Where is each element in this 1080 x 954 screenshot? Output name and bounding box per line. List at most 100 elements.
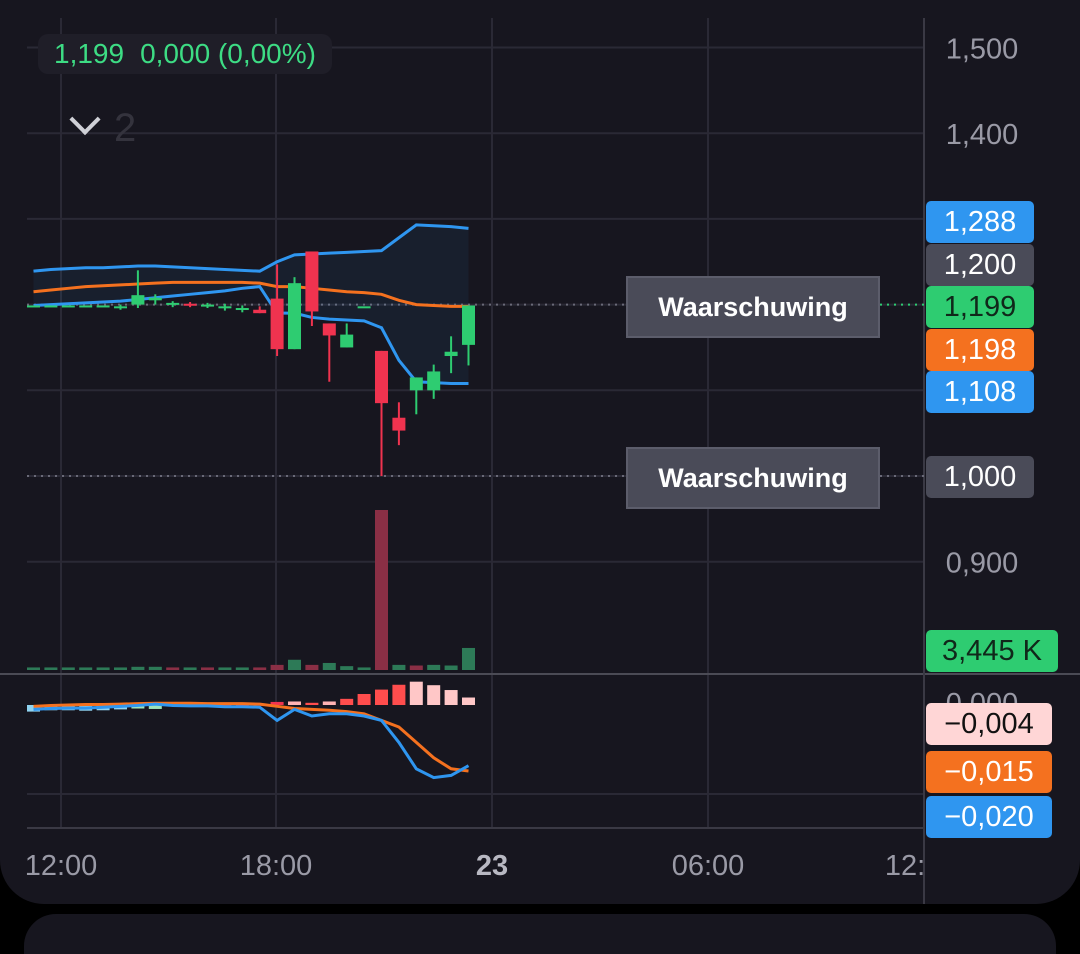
- price-tick-label: 0,900: [946, 548, 1019, 580]
- candle-body: [288, 283, 301, 350]
- time-tick-label: 23: [476, 850, 508, 882]
- candle-body: [375, 350, 388, 404]
- candle: [131, 270, 145, 309]
- macd-signal-line: [33, 701, 469, 773]
- macd-histogram-bar: [270, 701, 284, 705]
- macd-histogram-bar: [444, 690, 458, 705]
- volume-bar: [148, 666, 162, 670]
- volume-bar: [270, 664, 284, 670]
- macd-histogram-bar: [427, 685, 441, 705]
- candle-body: [183, 303, 197, 306]
- candle: [183, 302, 197, 308]
- candle: [375, 350, 388, 476]
- badge-last-price: 1,199: [926, 286, 1034, 328]
- volume-bar: [305, 664, 319, 670]
- badge-alert-low: 1,000: [926, 456, 1034, 498]
- time-tick-label: 12:00: [25, 850, 98, 882]
- bollinger-upper-line: [33, 223, 469, 273]
- candle: [427, 364, 441, 399]
- macd-histogram-bar: [305, 702, 319, 705]
- volume-bar: [427, 664, 441, 670]
- volume-bar: [218, 667, 232, 670]
- candle-body: [427, 371, 441, 391]
- volume-bar: [253, 667, 267, 670]
- price-change: 0,000 (0,00%): [140, 38, 316, 69]
- volume-bar: [462, 647, 475, 670]
- badge-bollinger-upper: 1,288: [926, 201, 1034, 243]
- candle-body: [340, 334, 354, 348]
- candle: [305, 251, 319, 327]
- candle-body: [114, 306, 127, 309]
- macd-histogram-bar: [409, 681, 423, 705]
- candle: [322, 323, 336, 382]
- alert-button-low[interactable]: Waarschuwing: [626, 447, 880, 509]
- candle: [44, 305, 58, 308]
- price-tick-label: 1,500: [946, 34, 1019, 66]
- candle-body: [96, 305, 110, 308]
- candle: [218, 303, 232, 311]
- candle: [79, 305, 93, 308]
- volume-bar: [322, 662, 336, 670]
- time-tick-label: 18:00: [240, 850, 313, 882]
- volume-bar: [96, 667, 110, 670]
- price-axis: 1,500 1,400 0,900: [946, 34, 1019, 580]
- macd-histogram-bar: [392, 684, 406, 705]
- macd-pane: 0,000: [27, 681, 1018, 780]
- badge-macd-line: −0,020: [926, 796, 1052, 838]
- candle-body: [305, 251, 319, 312]
- volume-bar: [79, 667, 93, 670]
- candles: [27, 251, 475, 476]
- volume-bar: [392, 664, 406, 670]
- badge-alert-high: 1,200: [926, 244, 1034, 286]
- moving-average-line: [33, 280, 469, 308]
- candle: [444, 336, 458, 374]
- macd-histogram-bar: [375, 689, 388, 705]
- candle-body: [270, 298, 284, 350]
- volume-bar: [131, 666, 145, 670]
- indicator-collapse-toggle[interactable]: 2: [69, 100, 136, 156]
- candle-body: [148, 297, 162, 301]
- candle: [235, 305, 249, 313]
- candle: [201, 302, 214, 309]
- badge-macd-histogram: −0,004: [926, 703, 1052, 745]
- candle-body: [44, 305, 58, 308]
- volume-bar: [357, 667, 371, 670]
- candle-body: [131, 295, 145, 305]
- candle: [462, 305, 475, 366]
- badge-moving-average: 1,198: [926, 329, 1034, 371]
- candle-body: [235, 308, 249, 311]
- bottom-panel: [24, 914, 1056, 954]
- bollinger-bands: [33, 223, 469, 385]
- volume-bar: [61, 667, 75, 670]
- candle-body: [409, 377, 423, 391]
- candle: [114, 304, 127, 310]
- alert-button-high[interactable]: Waarschuwing: [626, 276, 880, 338]
- macd-histogram-bar: [288, 701, 301, 705]
- candle: [409, 377, 423, 415]
- candle-body: [218, 306, 232, 309]
- candle-body: [166, 302, 180, 305]
- candle: [27, 305, 40, 308]
- chevron-down-icon[interactable]: [69, 103, 101, 136]
- candle-body: [322, 323, 336, 336]
- time-axis: 12:00 18:00 23 06:00 12:: [25, 850, 925, 882]
- candle-body: [444, 351, 458, 357]
- macd-histogram-bar: [148, 705, 162, 709]
- candle-body: [253, 309, 267, 314]
- bollinger-lower-line: [33, 285, 469, 385]
- candle: [253, 306, 267, 314]
- candle-body: [79, 305, 93, 308]
- candle-body: [27, 305, 40, 308]
- volume-bar: [375, 510, 388, 670]
- candle: [96, 305, 110, 308]
- volume-bar: [27, 667, 40, 670]
- bollinger-fill: [33, 224, 469, 384]
- macd-histogram-bar: [322, 701, 336, 705]
- time-tick-label: 12:: [885, 850, 925, 882]
- macd-histogram-bar: [462, 697, 475, 705]
- macd-line: [33, 702, 470, 780]
- candle: [357, 306, 371, 309]
- candle: [288, 277, 301, 350]
- volume-bar: [166, 667, 180, 670]
